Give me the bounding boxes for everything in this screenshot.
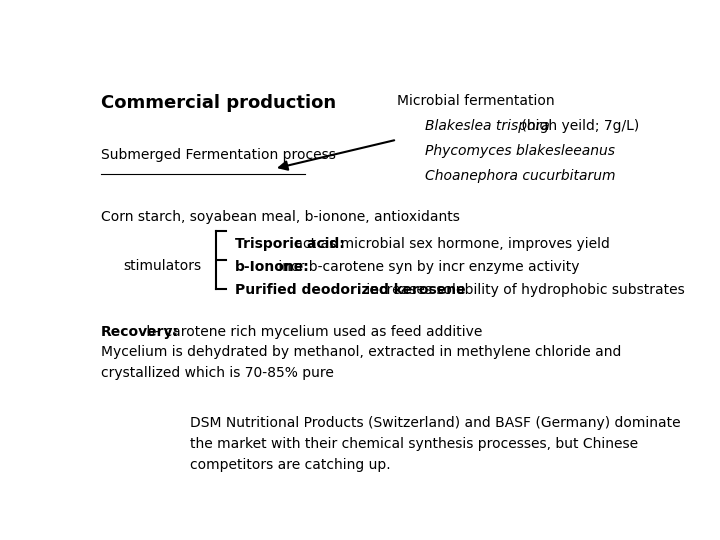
Text: increases solubility of hydrophobic substrates: increases solubility of hydrophobic subs… xyxy=(362,283,685,297)
Text: Recovery:: Recovery: xyxy=(101,325,179,339)
Text: Commercial production: Commercial production xyxy=(101,94,336,112)
Text: Submerged Fermentation process: Submerged Fermentation process xyxy=(101,148,336,162)
Text: b- carotene rich mycelium used as feed additive: b- carotene rich mycelium used as feed a… xyxy=(142,325,482,339)
Text: incr b-carotene syn by incr enzyme activity: incr b-carotene syn by incr enzyme activ… xyxy=(274,260,579,274)
Text: Purified deodorized kerosene: Purified deodorized kerosene xyxy=(235,283,466,297)
Text: DSM Nutritional Products (Switzerland) and BASF (Germany) dominate: DSM Nutritional Products (Switzerland) a… xyxy=(190,416,681,430)
Text: competitors are catching up.: competitors are catching up. xyxy=(190,458,391,472)
Text: Microbial fermentation: Microbial fermentation xyxy=(397,94,554,108)
Text: (high yeild; 7g/L): (high yeild; 7g/L) xyxy=(517,119,639,133)
Text: Blakeslea trispora: Blakeslea trispora xyxy=(425,119,549,133)
Text: the market with their chemical synthesis processes, but Chinese: the market with their chemical synthesis… xyxy=(190,437,639,451)
Text: Trisporic acid:: Trisporic acid: xyxy=(235,238,345,251)
Text: crystallized which is 70-85% pure: crystallized which is 70-85% pure xyxy=(101,366,334,380)
Text: act as microbial sex hormone, improves yield: act as microbial sex hormone, improves y… xyxy=(289,238,610,251)
Text: Choanephora cucurbitarum: Choanephora cucurbitarum xyxy=(425,168,616,183)
Text: b-Ionone:: b-Ionone: xyxy=(235,260,310,274)
Text: Phycomyces blakesleeanus: Phycomyces blakesleeanus xyxy=(425,144,615,158)
Text: Mycelium is dehydrated by methanol, extracted in methylene chloride and: Mycelium is dehydrated by methanol, extr… xyxy=(101,346,621,360)
Text: stimulators: stimulators xyxy=(124,259,202,273)
Text: Corn starch, soyabean meal, b-ionone, antioxidants: Corn starch, soyabean meal, b-ionone, an… xyxy=(101,210,460,224)
